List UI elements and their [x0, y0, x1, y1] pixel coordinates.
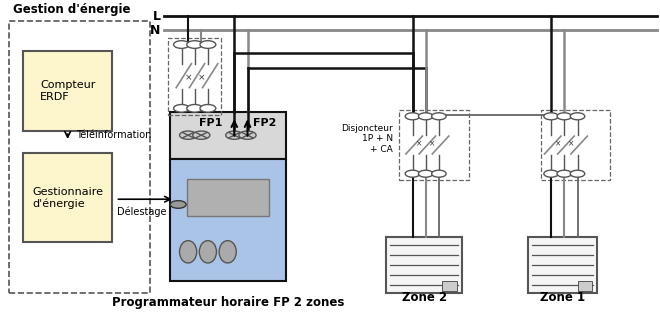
Text: Zone 2: Zone 2: [403, 291, 447, 305]
Bar: [170, 159, 286, 280]
Text: ×: ×: [554, 139, 561, 148]
Bar: [9, 21, 150, 293]
Text: Gestionnaire
d'énergie: Gestionnaire d'énergie: [32, 186, 103, 209]
Circle shape: [187, 105, 203, 112]
Circle shape: [187, 41, 203, 48]
Bar: [578, 281, 592, 291]
Circle shape: [174, 41, 189, 48]
Circle shape: [226, 131, 243, 139]
Circle shape: [418, 113, 433, 120]
Bar: [541, 110, 610, 180]
Text: Disjoncteur
1P + N
+ CA: Disjoncteur 1P + N + CA: [341, 124, 393, 154]
Bar: [23, 153, 112, 242]
Text: FP2: FP2: [253, 118, 276, 128]
Bar: [23, 51, 112, 131]
Text: ×: ×: [416, 139, 422, 148]
Circle shape: [239, 131, 256, 139]
Circle shape: [200, 41, 216, 48]
Text: Compteur
ERDF: Compteur ERDF: [40, 80, 95, 101]
Bar: [168, 38, 221, 115]
Bar: [170, 111, 286, 159]
Circle shape: [405, 170, 420, 177]
Text: ×: ×: [197, 73, 205, 82]
Circle shape: [570, 113, 585, 120]
Ellipse shape: [180, 241, 197, 263]
Bar: [386, 238, 462, 293]
Bar: [399, 110, 469, 180]
Text: L: L: [152, 10, 160, 23]
Text: Délestage: Délestage: [117, 207, 167, 217]
Circle shape: [544, 170, 558, 177]
Circle shape: [180, 131, 197, 139]
Bar: [187, 179, 269, 216]
Text: ×: ×: [429, 139, 436, 148]
Text: ×: ×: [568, 139, 574, 148]
Text: Programmateur horaire FP 2 zones: Programmateur horaire FP 2 zones: [112, 296, 344, 309]
Text: N: N: [150, 24, 160, 37]
Circle shape: [557, 170, 572, 177]
Text: ×: ×: [184, 73, 192, 82]
Text: Téléinformation: Téléinformation: [76, 130, 151, 140]
Circle shape: [170, 201, 186, 208]
Circle shape: [432, 170, 446, 177]
Circle shape: [570, 170, 585, 177]
Text: Gestion d'énergie: Gestion d'énergie: [13, 3, 131, 16]
Ellipse shape: [219, 241, 236, 263]
Text: Zone 1: Zone 1: [541, 291, 585, 305]
Ellipse shape: [199, 241, 216, 263]
Circle shape: [200, 105, 216, 112]
Bar: [528, 238, 597, 293]
Circle shape: [418, 170, 433, 177]
Circle shape: [405, 113, 420, 120]
Circle shape: [432, 113, 446, 120]
Circle shape: [174, 105, 189, 112]
Text: FP1: FP1: [199, 118, 222, 128]
Circle shape: [544, 113, 558, 120]
Circle shape: [193, 131, 210, 139]
Circle shape: [557, 113, 572, 120]
Bar: [442, 281, 457, 291]
